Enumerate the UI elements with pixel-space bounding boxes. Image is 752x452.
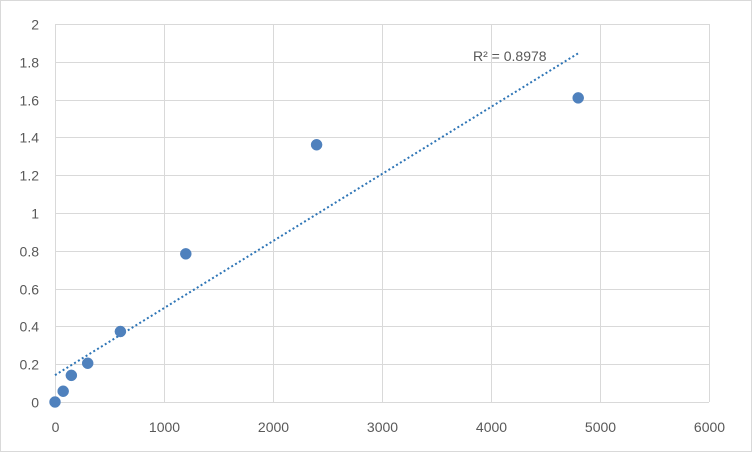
- data-point: [180, 248, 192, 260]
- y-tick-label: 1.8: [20, 55, 40, 71]
- y-tick-label: 1: [31, 206, 39, 222]
- x-tick-label: 3000: [367, 419, 398, 435]
- data-point: [310, 139, 323, 151]
- y-tick-label: 0.4: [20, 319, 40, 335]
- data-point: [81, 357, 94, 370]
- y-tick-label: 0.6: [20, 282, 40, 298]
- y-tick-label: 1.6: [20, 93, 40, 109]
- trendline: [54, 52, 579, 377]
- y-tick-label: 2: [31, 17, 39, 33]
- y-tick-label: 1.4: [20, 130, 40, 146]
- y-tick-label: 1.2: [20, 168, 40, 184]
- data-point: [114, 325, 127, 338]
- data-point: [65, 369, 78, 382]
- x-axis-tick-labels: 0 1000 2000 3000 4000 5000 6000: [52, 419, 726, 435]
- x-tick-label: 5000: [585, 419, 616, 435]
- y-axis-tick-labels: 0 0.2 0.4 0.6 0.8 1 1.2 1.4 1.6 1.8 2: [20, 17, 40, 411]
- y-tick-label: 0.8: [20, 244, 40, 260]
- trendline-group: [54, 52, 579, 377]
- x-tick-label: 4000: [476, 419, 507, 435]
- data-point: [49, 396, 61, 408]
- x-tick-label: 1000: [149, 419, 180, 435]
- data-point: [572, 92, 584, 104]
- x-tick-label: 6000: [694, 419, 725, 435]
- data-point: [57, 385, 69, 397]
- data-points: [49, 92, 584, 408]
- y-tick-label: 0.2: [20, 357, 40, 373]
- y-tick-label: 0: [31, 395, 39, 411]
- r-squared-annotation: R² = 0.8978: [473, 48, 547, 64]
- x-tick-label: 0: [52, 419, 60, 435]
- vertical-gridlines: [55, 24, 710, 402]
- x-tick-label: 2000: [258, 419, 289, 435]
